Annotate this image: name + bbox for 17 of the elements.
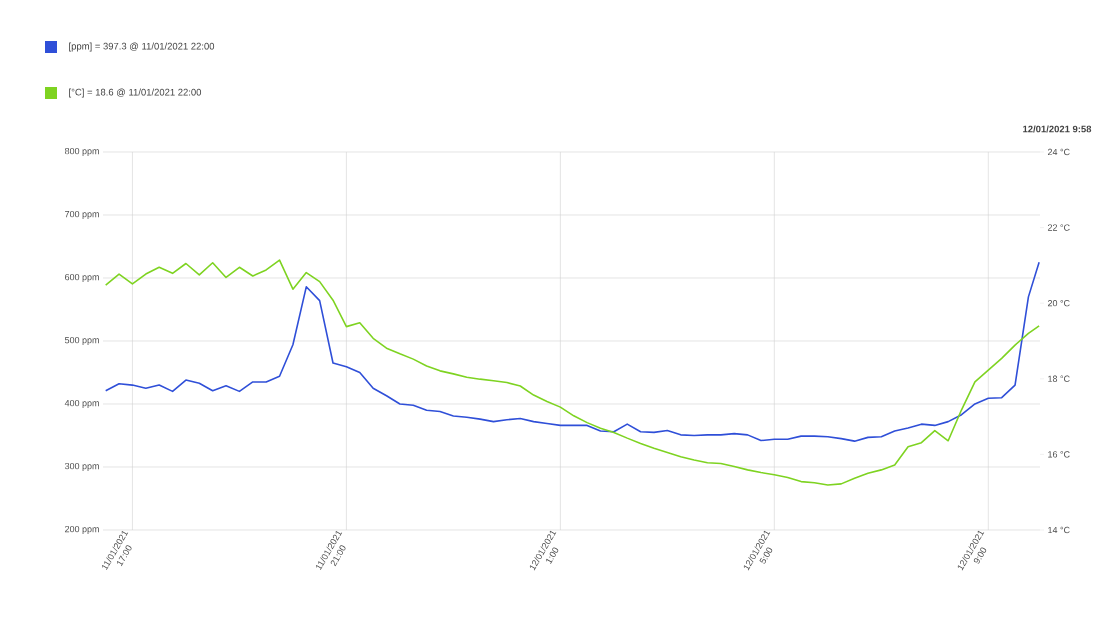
y-tick-label: 700 ppm [65, 210, 99, 220]
y2-tick-label: 16 °C [1048, 451, 1070, 458]
y2-tick-label: 24 °C [1047, 148, 1070, 156]
y-tick-label: 500 ppm [64, 336, 99, 346]
legend-label: [ppm] = 397.3 @ 11/01/2021 22:00 [69, 42, 215, 52]
y2-tick-label: 18 °C [1048, 375, 1070, 382]
y2-tick-label: 22 °C [1047, 224, 1070, 231]
y2-tick-label: 20 °C [1047, 300, 1070, 307]
y-tick-label: 600 ppm [65, 273, 99, 283]
y-tick-label: 800 ppm [64, 147, 99, 157]
y-tick-label: 300 ppm [64, 462, 99, 472]
y-tick-label: 200 ppm [65, 525, 99, 535]
line-series [104, 259, 1040, 486]
legend-label: [°C] = 18.6 @ 11/01/2021 22:00 [69, 88, 202, 98]
text: 12/01/2021 9:58 [1023, 125, 1092, 133]
y-tick-label: 400 ppm [64, 399, 99, 409]
y2-tick-label: 14 °C [1048, 526, 1070, 534]
